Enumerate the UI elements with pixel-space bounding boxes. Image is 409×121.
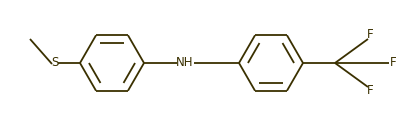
Text: F: F xyxy=(390,57,396,69)
Text: S: S xyxy=(51,57,58,69)
Text: NH: NH xyxy=(176,57,194,69)
Text: F: F xyxy=(367,29,373,42)
Text: F: F xyxy=(367,84,373,98)
